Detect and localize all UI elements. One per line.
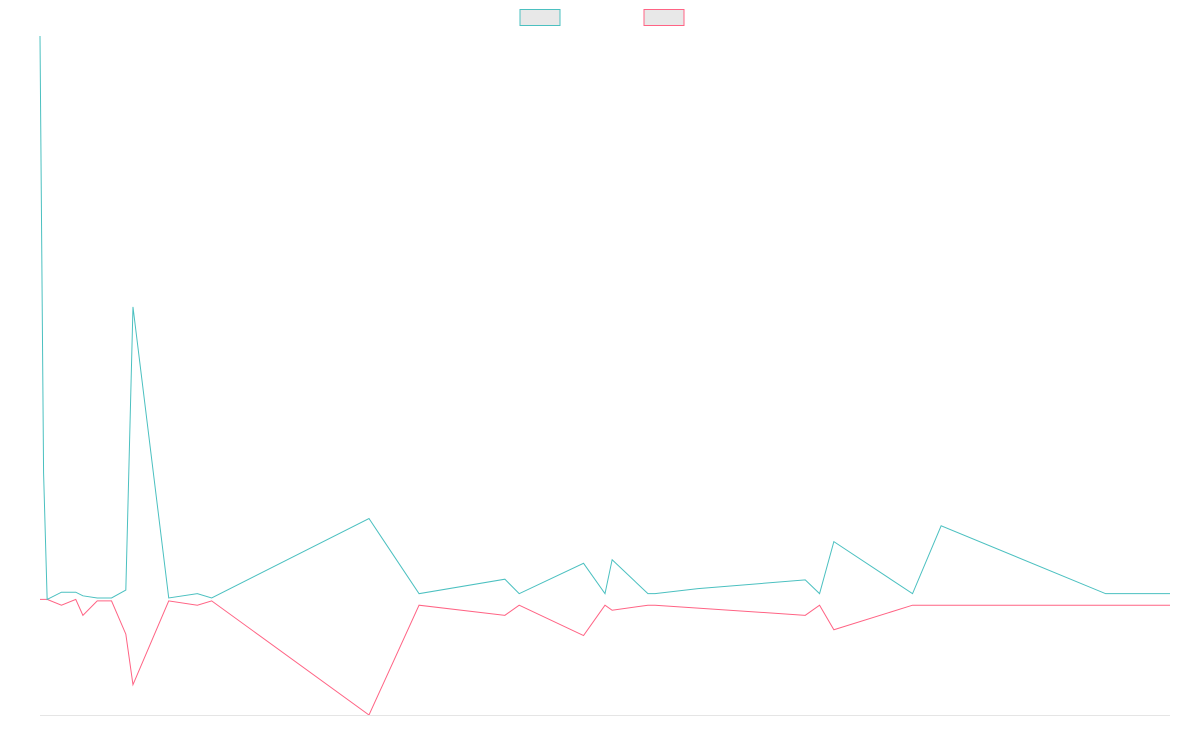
legend-swatch-1[interactable] — [519, 9, 561, 26]
legend-swatch-2[interactable] — [643, 9, 685, 26]
series-layer — [39, 35, 1170, 716]
series-line-2 — [40, 598, 1170, 716]
series-line-1 — [39, 35, 1170, 601]
legend — [519, 9, 685, 26]
